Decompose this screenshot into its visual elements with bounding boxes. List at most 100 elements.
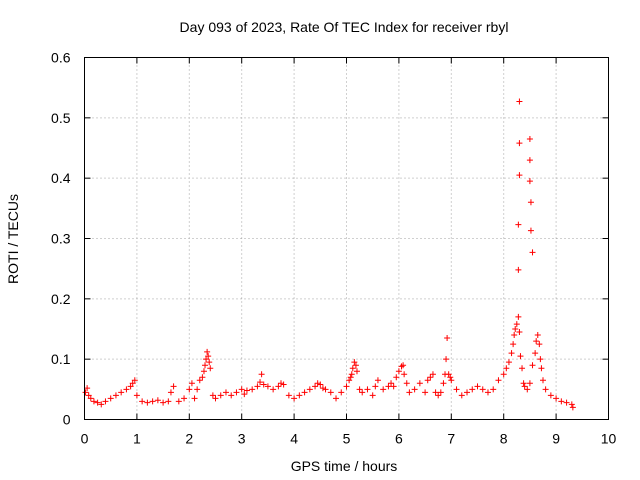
data-point <box>228 392 235 399</box>
data-point <box>170 383 177 390</box>
data-point <box>258 371 265 378</box>
data-point <box>160 399 167 406</box>
data-point <box>568 401 575 408</box>
data-point <box>508 350 515 357</box>
data-point <box>540 377 546 384</box>
data-point <box>203 356 210 363</box>
data-point <box>112 392 119 399</box>
data-point <box>484 389 491 396</box>
data-point <box>217 392 224 399</box>
data-point <box>500 371 507 378</box>
data-point <box>312 383 319 390</box>
data-point <box>542 386 549 393</box>
data-point <box>529 249 536 256</box>
data-point <box>403 380 410 387</box>
data-point <box>532 350 539 357</box>
data-point <box>516 329 523 336</box>
data-point <box>422 389 429 396</box>
data-point <box>188 380 195 387</box>
axis-ticks <box>84 57 609 420</box>
data-point <box>317 381 324 388</box>
data-point <box>278 380 284 387</box>
data-point <box>314 380 321 387</box>
data-point <box>346 377 353 384</box>
data-point <box>372 383 379 390</box>
data-point <box>194 386 201 393</box>
data-point <box>369 392 376 399</box>
data-point <box>390 383 397 390</box>
data-point <box>165 398 172 405</box>
data-point <box>520 380 527 387</box>
data-point <box>348 371 355 378</box>
data-point <box>207 365 214 372</box>
data-point <box>82 389 89 396</box>
data-point <box>87 395 94 402</box>
data-point <box>291 395 298 402</box>
data-point <box>537 356 544 363</box>
data-point <box>424 377 431 384</box>
data-point <box>453 386 460 393</box>
data-point <box>123 386 130 393</box>
data-point <box>511 332 518 339</box>
data-point <box>205 353 212 360</box>
data-point <box>538 365 545 372</box>
data-point <box>319 385 326 392</box>
x-tick-label: 2 <box>185 431 193 447</box>
data-point <box>85 392 92 399</box>
data-point <box>388 380 395 387</box>
data-point <box>127 383 134 390</box>
data-point <box>448 377 455 384</box>
data-point <box>447 374 454 381</box>
data-point <box>241 391 248 398</box>
data-point <box>519 365 526 372</box>
data-point <box>356 386 363 393</box>
data-point <box>516 98 523 105</box>
data-point <box>327 389 334 396</box>
data-point <box>343 383 350 390</box>
data-point <box>270 386 277 393</box>
data-point <box>469 386 476 393</box>
x-tick-label: 1 <box>133 431 141 447</box>
data-point <box>443 356 450 363</box>
data-point <box>474 383 481 390</box>
data-point <box>563 399 570 406</box>
data-point <box>199 374 206 381</box>
y-tick-labels: 0 0.1 0.2 0.3 0.4 0.5 0.6 <box>51 50 71 428</box>
y-tick-label: 0.1 <box>51 351 71 367</box>
data-point <box>260 381 267 388</box>
data-point <box>529 362 536 369</box>
data-point <box>385 383 392 390</box>
data-point <box>380 386 387 393</box>
x-axis-label: GPS time / hours <box>291 458 398 474</box>
data-point <box>280 381 287 388</box>
data-point <box>515 313 522 320</box>
data-point <box>275 383 282 390</box>
grid-lines <box>84 57 609 420</box>
data-point <box>553 395 560 402</box>
data-point <box>490 386 497 393</box>
data-point <box>495 377 502 384</box>
data-point <box>181 395 188 402</box>
data-point <box>406 389 413 396</box>
data-point <box>84 385 91 392</box>
data-point <box>347 374 354 381</box>
data-point <box>333 395 340 402</box>
x-tick-label: 6 <box>395 431 403 447</box>
data-point <box>505 359 512 366</box>
data-point <box>464 389 471 396</box>
data-point <box>437 389 444 396</box>
data-point <box>435 392 442 399</box>
data-point <box>338 389 345 396</box>
data-point <box>139 398 146 405</box>
data-point <box>196 377 203 384</box>
data-point <box>118 389 125 396</box>
data-point <box>547 392 554 399</box>
data-point <box>400 362 407 369</box>
data-point <box>517 353 524 360</box>
data-point <box>503 365 510 372</box>
data-point <box>515 221 522 228</box>
data-point <box>364 386 371 393</box>
x-tick-label: 0 <box>81 431 89 447</box>
data-point <box>526 135 533 142</box>
